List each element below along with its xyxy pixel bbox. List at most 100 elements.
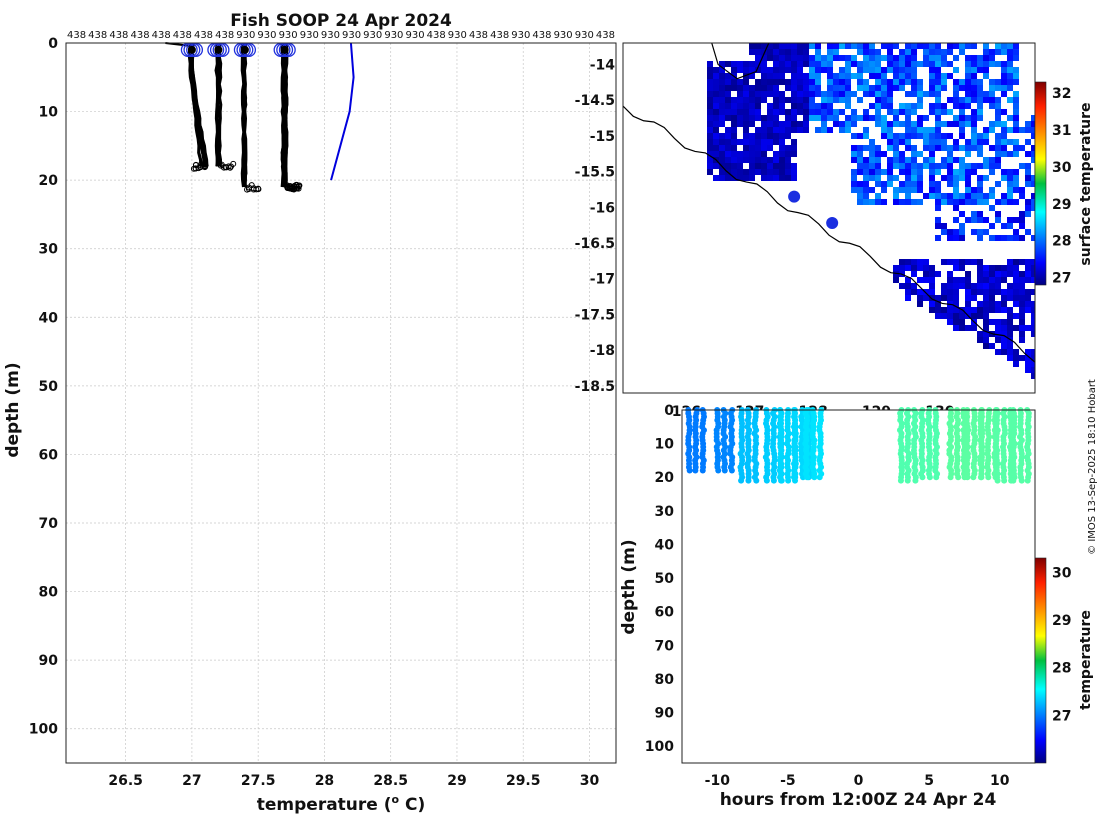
profile-top-id-labels: 438 438 438 438 438 438 438 438 930 930 930 930 930 9… (67, 30, 615, 41)
sst-pixel (971, 211, 977, 217)
sst-pixel (791, 127, 797, 133)
sst-pixel (953, 283, 959, 289)
sst-pixel (971, 139, 977, 145)
sst-pixel (959, 313, 965, 319)
sst-pixel (809, 79, 815, 85)
sst-pixel (1013, 151, 1019, 157)
sst-pixel (707, 157, 713, 163)
sst-pixel (1007, 343, 1013, 349)
sst-pixel (1025, 301, 1031, 307)
sst-pixel (947, 313, 953, 319)
sst-pixel (785, 175, 791, 181)
sst-pixel (953, 259, 959, 265)
sst-pixel (809, 91, 815, 97)
top-id-label: 930 (405, 30, 424, 41)
sst-pixel (821, 97, 827, 103)
section-y-tick-label: 30 (655, 504, 675, 520)
sst-pixel (755, 67, 761, 73)
sst-pixel (809, 115, 815, 121)
sst-pixel (947, 277, 953, 283)
top-id-label: 930 (236, 30, 255, 41)
sst-pixel (737, 151, 743, 157)
sst-pixel (821, 103, 827, 109)
sst-pixel (1013, 175, 1019, 181)
latitude-tick-label: -15 (590, 129, 615, 145)
sst-pixel (773, 139, 779, 145)
sst-pixel (905, 49, 911, 55)
sst-pixel (971, 115, 977, 121)
sst-pixel (1025, 367, 1031, 373)
sst-pixel (1007, 355, 1013, 361)
sst-pixel (965, 295, 971, 301)
sst-pixel (947, 97, 953, 103)
sst-pixel (1013, 79, 1019, 85)
sst-pixel (725, 133, 731, 139)
sst-pixel (1019, 289, 1025, 295)
sst-pixel (923, 277, 929, 283)
sst-pixel (719, 151, 725, 157)
sst-pixel (791, 151, 797, 157)
sst-pixel (881, 85, 887, 91)
sst-pixel (809, 103, 815, 109)
sst-pixel (875, 67, 881, 73)
section-sample-point (1018, 477, 1025, 484)
section-sample-point (745, 477, 752, 484)
sst-pixel (725, 157, 731, 163)
sst-pixel (785, 121, 791, 127)
coastline (623, 105, 1035, 363)
sst-pixel (983, 199, 989, 205)
sst-pixel (989, 187, 995, 193)
sst-pixel (989, 85, 995, 91)
sst-pixel (935, 313, 941, 319)
sst-pixel (863, 175, 869, 181)
sst-pixel (1013, 361, 1019, 367)
sst-pixel (929, 265, 935, 271)
section-x-tick-label: -10 (705, 773, 731, 789)
sst-pixel (737, 103, 743, 109)
sst-pixel (917, 277, 923, 283)
sst-pixel (809, 97, 815, 103)
sst-pixel (941, 121, 947, 127)
sst-pixel (803, 85, 809, 91)
section-sample-point (933, 474, 940, 481)
sst-pixel (881, 91, 887, 97)
sst-pixel (971, 43, 977, 49)
sst-pixel (1019, 277, 1025, 283)
sst-pixel (827, 67, 833, 73)
sst-pixel (1019, 307, 1025, 313)
sst-pixel (989, 223, 995, 229)
sst-pixel (779, 97, 785, 103)
section-x-tick-label: 10 (990, 773, 1010, 789)
sst-pixel (719, 133, 725, 139)
sst-pixel (1025, 289, 1031, 295)
sst-pixel (749, 133, 755, 139)
sst-pixel (749, 103, 755, 109)
top-id-label: 438 (88, 30, 107, 41)
sst-pixel (1013, 139, 1019, 145)
sst-pixel (917, 169, 923, 175)
sst-pixel (929, 151, 935, 157)
sst-pixel (995, 235, 1001, 241)
sst-pixel (947, 163, 953, 169)
sst-pixel (977, 307, 983, 313)
sst-pixel (1007, 217, 1013, 223)
sst-pixel (959, 85, 965, 91)
sst-pixel (749, 139, 755, 145)
sst-pixel (731, 67, 737, 73)
sst-pixel (953, 199, 959, 205)
sst-pixel (977, 289, 983, 295)
sst-pixel (713, 67, 719, 73)
sst-pixel (935, 169, 941, 175)
sst-pixel (761, 67, 767, 73)
sst-pixel (893, 187, 899, 193)
sst-pixel (947, 307, 953, 313)
top-id-label: 930 (384, 30, 403, 41)
sst-pixel (863, 169, 869, 175)
sst-pixel (953, 265, 959, 271)
sst-pixel (845, 43, 851, 49)
sst-pixel (893, 133, 899, 139)
sst-pixel (857, 43, 863, 49)
sst-pixel (947, 133, 953, 139)
sst-pixel (995, 349, 1001, 355)
sst-pixel (1001, 331, 1007, 337)
